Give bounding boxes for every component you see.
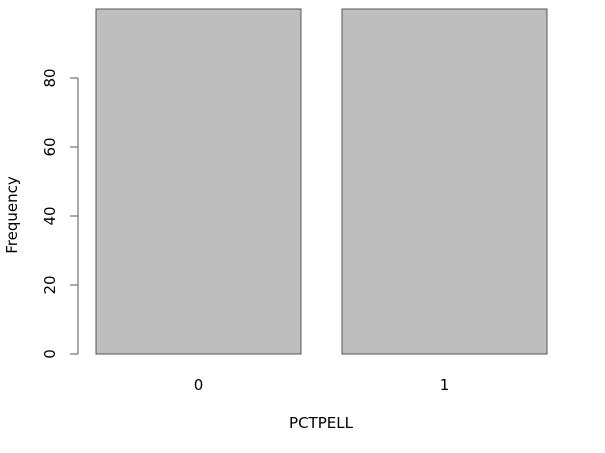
x-tick-label: 0 [194,376,204,394]
y-tick-label: 80 [41,68,59,87]
bars-group [95,8,548,355]
y-tick-label: 20 [41,275,59,294]
x-tick-label: 1 [440,376,450,394]
y-tick-label: 60 [41,137,59,156]
bar-0 [95,8,302,355]
y-tick-label: 40 [41,206,59,225]
y-axis: 0 20 40 60 80 [41,68,79,359]
bar-1 [341,8,548,355]
y-axis-label: Frequency [3,176,21,254]
y-tick-label: 0 [41,349,59,359]
x-axis-label: PCTPELL [289,414,354,432]
